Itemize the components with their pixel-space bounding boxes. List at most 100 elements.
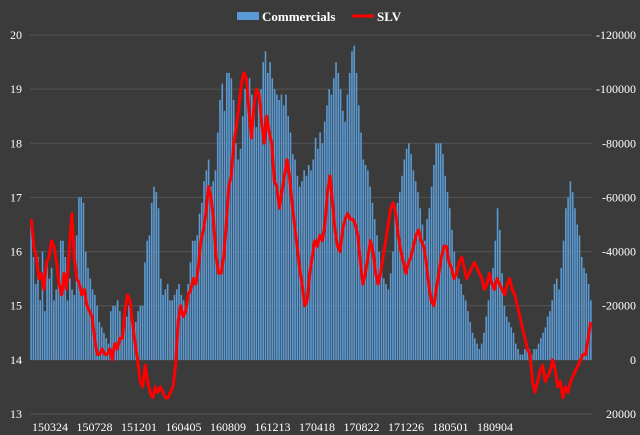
commercials-bar <box>337 72 340 360</box>
commercials-bar <box>191 240 194 360</box>
commercials-bar <box>480 343 483 360</box>
right-tick-label: -60000 <box>602 190 636 204</box>
commercials-bar <box>121 332 123 360</box>
left-tick-label: 17 <box>10 190 22 204</box>
right-tick-label: -100000 <box>596 82 636 96</box>
commercials-bar <box>512 332 515 360</box>
commercials-bar <box>103 332 105 360</box>
commercials-bar <box>467 311 469 360</box>
commercials-bar <box>75 235 78 360</box>
commercials-bar <box>524 349 526 360</box>
commercials-bar <box>164 289 167 360</box>
commercials-bar <box>376 235 378 360</box>
commercials-bar <box>517 349 519 360</box>
commercials-bar <box>380 262 383 360</box>
commercials-bar <box>235 143 237 360</box>
commercials-bar <box>469 321 472 360</box>
commercials-bar <box>355 72 358 360</box>
x-tick-label: 151201 <box>121 420 157 434</box>
commercials-bar <box>100 327 103 360</box>
commercials-bar <box>476 343 478 360</box>
commercials-bar <box>369 186 371 360</box>
commercials-bar <box>203 181 205 360</box>
commercials-bar <box>505 316 508 360</box>
commercials-bar <box>214 170 217 360</box>
commercials-bar <box>241 116 244 360</box>
commercials-bar <box>55 289 57 360</box>
commercials-bar <box>200 202 203 360</box>
commercials-bar <box>439 143 442 360</box>
commercials-bar <box>141 305 144 360</box>
commercials-bar <box>105 338 108 360</box>
x-tick-label: 171226 <box>388 420 424 434</box>
x-tick-label: 150324 <box>32 420 68 434</box>
commercials-bar <box>303 170 305 360</box>
commercials-bar <box>335 62 337 360</box>
commercials-bar <box>57 273 60 360</box>
commercials-bar <box>246 83 249 360</box>
commercials-bar <box>417 192 419 360</box>
commercials-bar <box>549 311 551 360</box>
commercials-bar <box>166 284 169 360</box>
commercials-bar <box>116 300 119 360</box>
commercials-bar <box>46 262 48 360</box>
commercials-bar <box>285 94 287 360</box>
commercials-bar <box>471 332 474 360</box>
legend-swatch-commercials <box>237 12 259 20</box>
commercials-bar <box>73 294 76 360</box>
commercials-bar <box>50 267 53 360</box>
left-tick-label: 19 <box>10 82 22 96</box>
commercials-bar <box>287 116 290 360</box>
commercials-bar <box>271 78 274 360</box>
commercials-bar <box>251 94 253 360</box>
commercials-bar <box>514 343 517 360</box>
commercials-bar <box>448 208 451 360</box>
commercials-bar <box>389 273 392 360</box>
commercials-bar <box>128 305 130 360</box>
commercials-bar <box>171 300 174 360</box>
left-tick-label: 15 <box>10 299 22 313</box>
commercials-bar <box>426 219 428 360</box>
commercials-bar <box>237 159 239 360</box>
commercials-bar <box>499 229 501 360</box>
commercials-bar <box>248 78 251 360</box>
commercials-bar <box>307 164 310 360</box>
commercials-bar <box>396 202 399 360</box>
commercials-bar <box>558 289 560 360</box>
commercials-bar <box>150 202 153 360</box>
commercials-bar <box>69 278 71 360</box>
legend: Commercials SLV <box>237 9 402 24</box>
commercials-bar <box>339 89 342 360</box>
commercials-bar <box>264 51 267 360</box>
commercials-bar <box>253 105 255 360</box>
commercials-bar <box>180 294 183 360</box>
commercials-bar <box>173 294 176 360</box>
x-tick-label: 150728 <box>77 420 113 434</box>
left-tick-label: 20 <box>10 28 22 42</box>
commercials-bar <box>317 148 319 360</box>
left-tick-label: 18 <box>10 136 22 150</box>
right-tick-label: -40000 <box>602 245 636 259</box>
commercials-bar <box>66 300 69 360</box>
commercials-bar <box>43 311 46 360</box>
commercials-bar <box>560 267 563 360</box>
commercials-bar <box>228 72 230 360</box>
commercials-bar <box>114 305 117 360</box>
commercials-bar <box>189 262 192 360</box>
commercials-bar <box>483 332 485 360</box>
commercials-bar <box>587 284 590 360</box>
commercials-bar <box>32 256 35 360</box>
commercials-bar <box>185 305 187 360</box>
commercials-bar <box>551 300 553 360</box>
commercials-bar <box>198 213 201 360</box>
commercials-bar <box>585 273 588 360</box>
commercials-bar <box>387 289 390 360</box>
commercials-bar <box>62 240 64 360</box>
x-tick-label: 170822 <box>344 420 380 434</box>
commercials-bar <box>444 175 447 360</box>
commercials-bar <box>540 338 542 360</box>
commercials-bar <box>41 251 44 360</box>
commercials-bar <box>260 89 262 360</box>
commercials-bar <box>125 316 128 360</box>
commercials-bar <box>360 132 362 360</box>
